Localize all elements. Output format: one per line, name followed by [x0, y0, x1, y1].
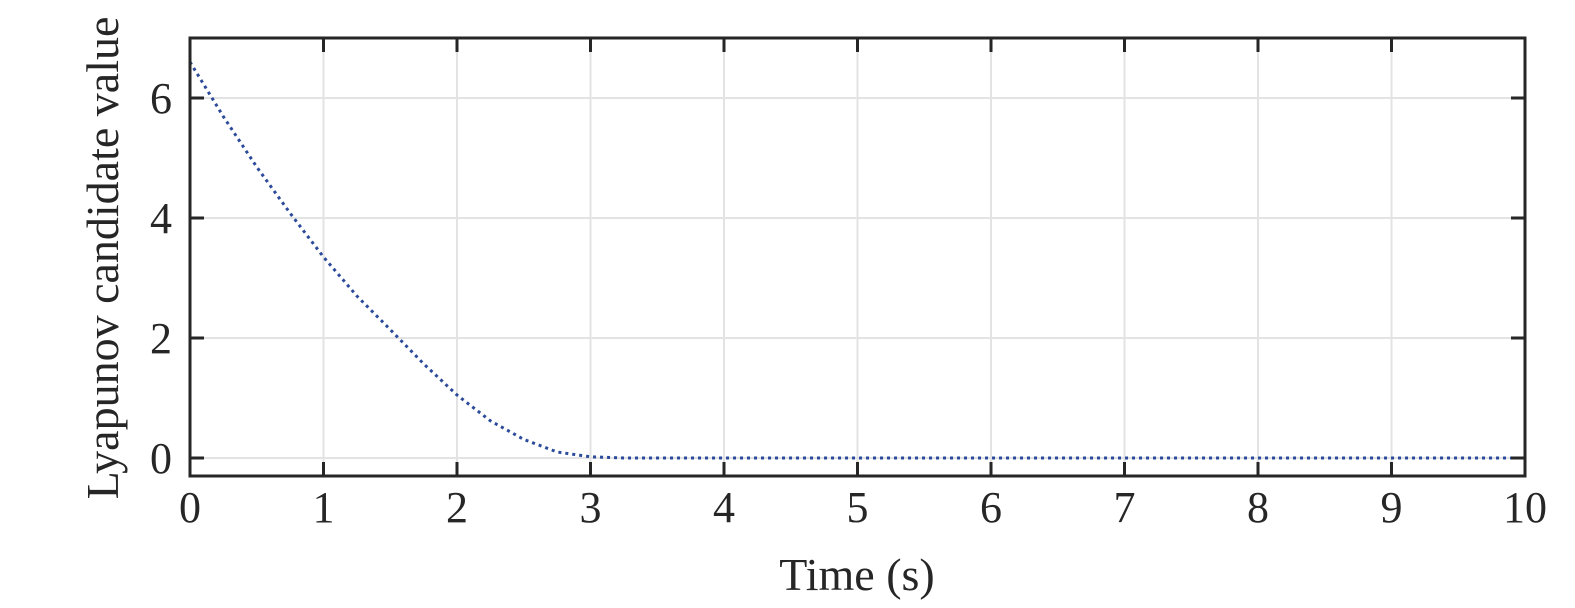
x-tick-label: 9 — [1381, 483, 1403, 532]
series-line — [188, 61, 1525, 460]
x-tick-label: 2 — [446, 483, 468, 532]
x-tick-label: 3 — [580, 483, 602, 532]
x-axis-label: Time (s) — [779, 549, 935, 600]
grid — [190, 38, 1525, 476]
y-tick-label: 0 — [150, 434, 172, 483]
x-tick-label: 8 — [1247, 483, 1269, 532]
x-tick-label: 5 — [847, 483, 869, 532]
series-layer — [188, 61, 1525, 460]
x-tick-label: 7 — [1114, 483, 1136, 532]
x-tick-label: 0 — [179, 483, 201, 532]
x-tick-label: 1 — [313, 483, 335, 532]
x-tick-label: 6 — [980, 483, 1002, 532]
axes — [188, 36, 1527, 478]
x-tick-label: 10 — [1503, 483, 1547, 532]
y-axis-label: Lyapunov candidate value — [77, 17, 128, 500]
y-tick-label: 4 — [150, 194, 172, 243]
y-tick-label: 2 — [150, 314, 172, 363]
tick-labels: 0 1 2 3 4 5 6 7 8 9 10 0 2 4 6 — [150, 74, 1547, 532]
x-tick-label: 4 — [713, 483, 735, 532]
y-tick-label: 6 — [150, 74, 172, 123]
